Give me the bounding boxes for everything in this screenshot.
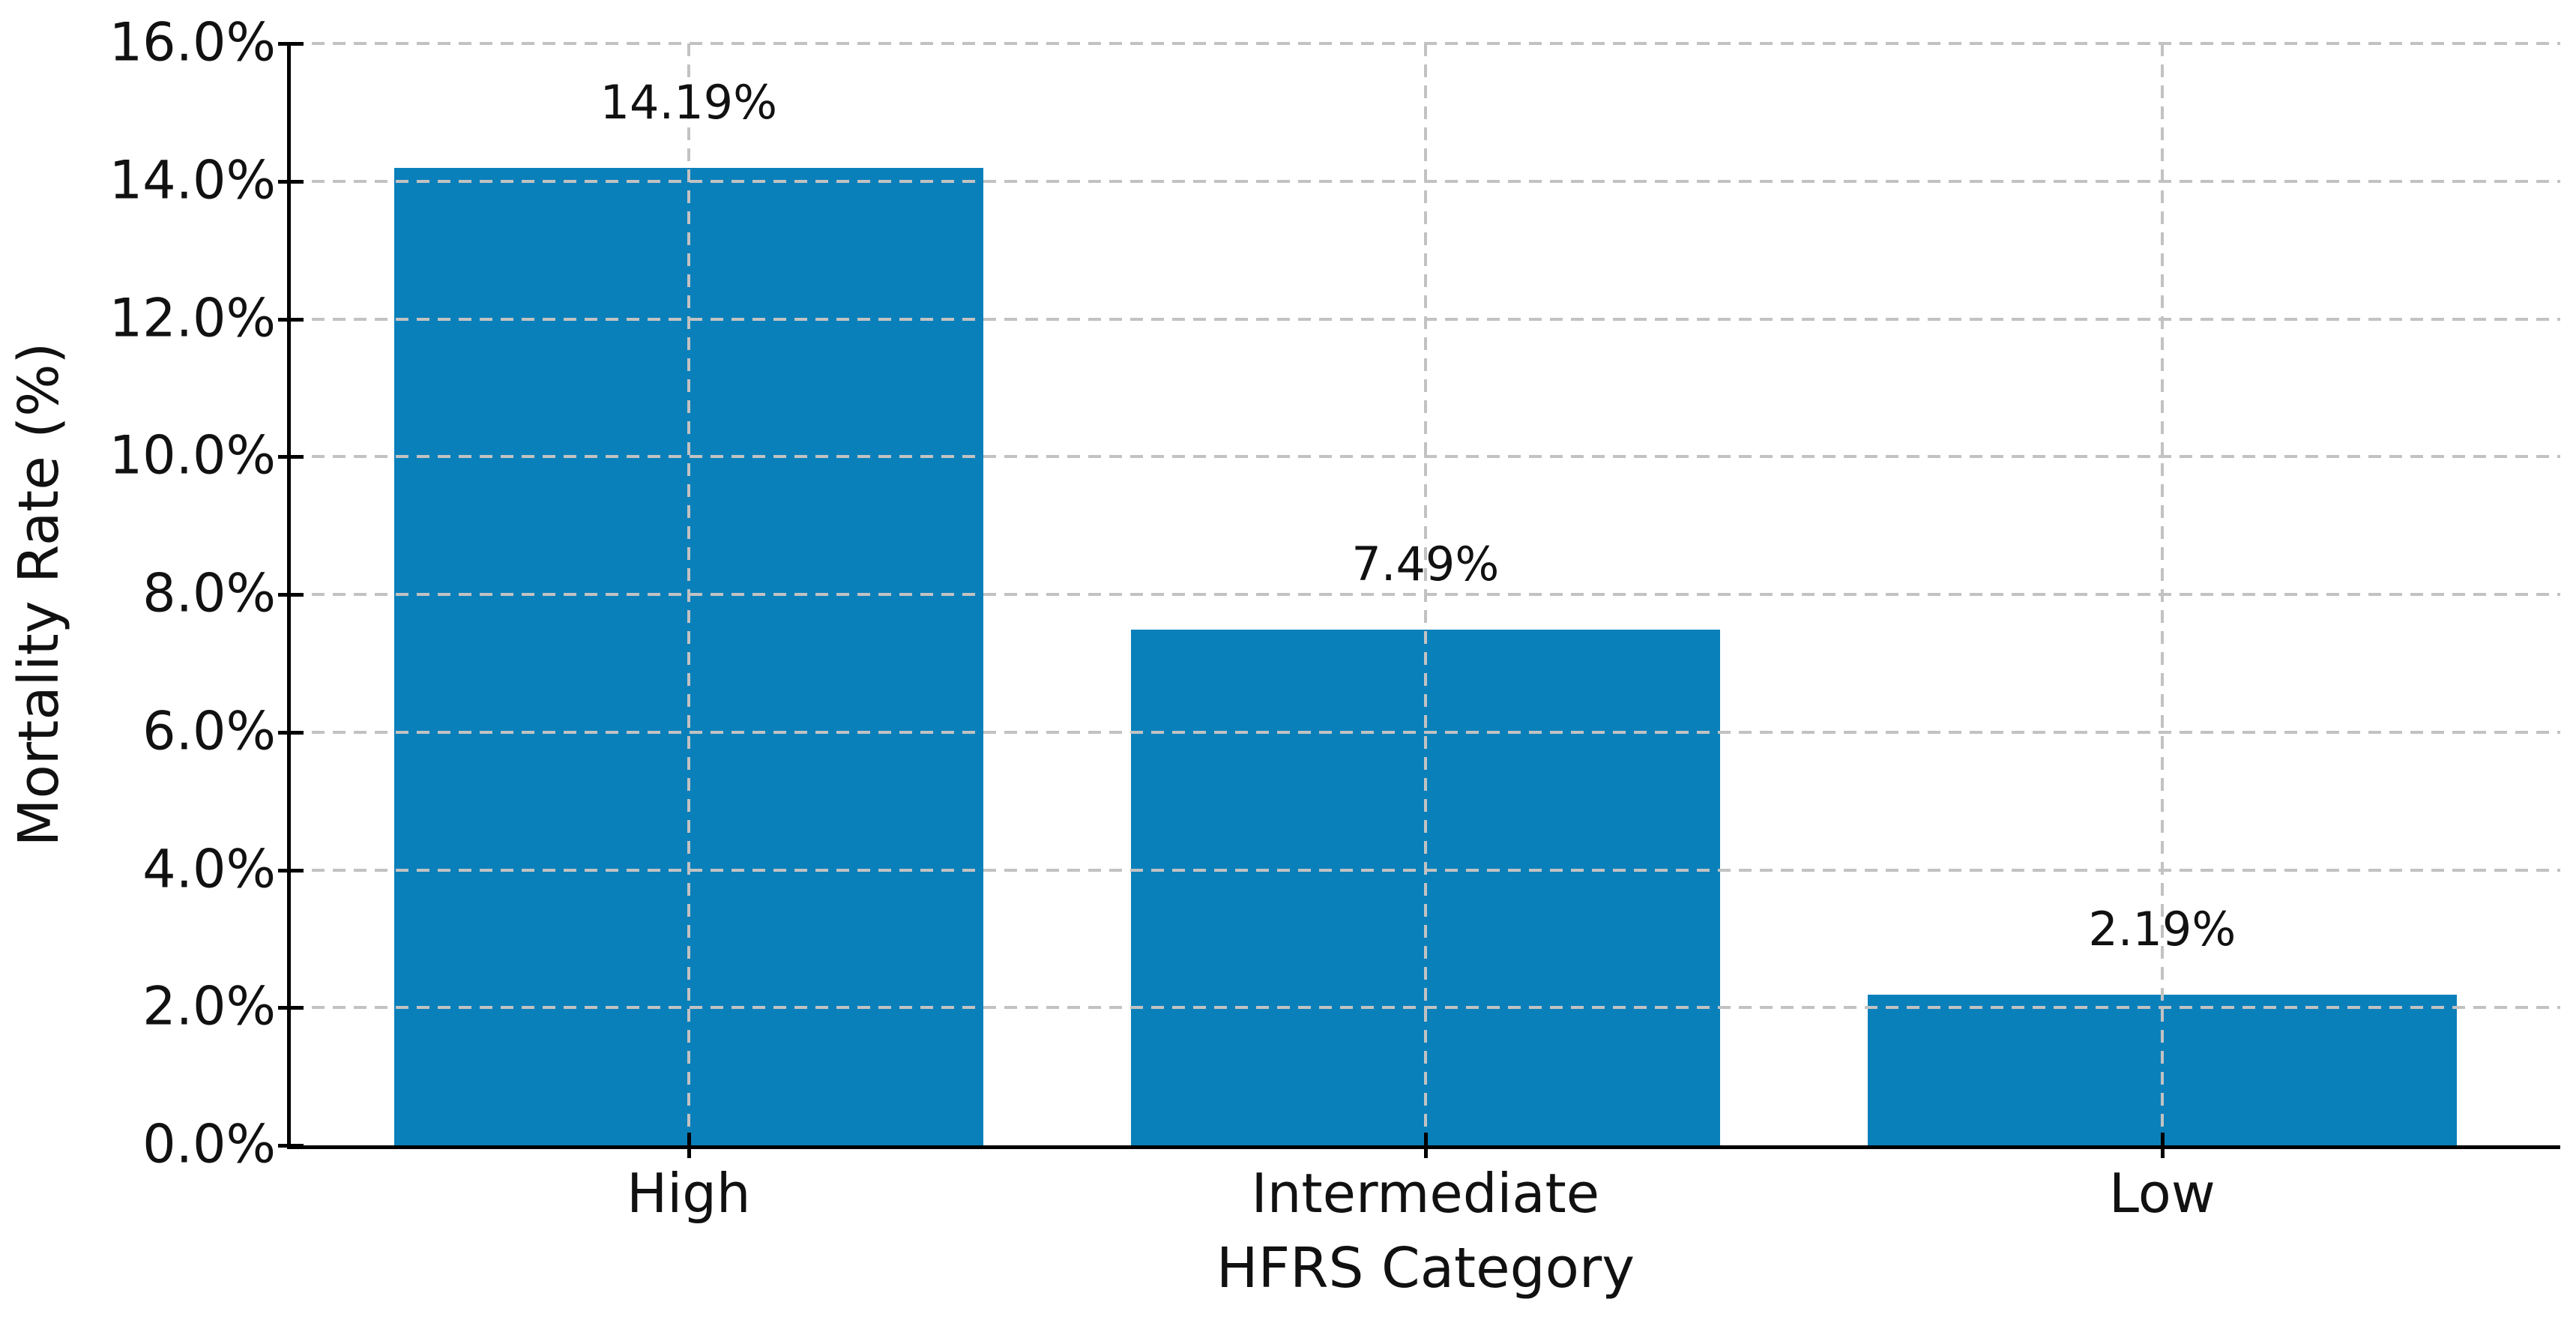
y-tick-mark [278, 455, 304, 459]
x-axis-spine [287, 1145, 2560, 1149]
y-tick-mark [278, 730, 304, 735]
y-tick-mark [278, 317, 304, 322]
x-tick-label-high: High [627, 1162, 751, 1225]
bar-value-label: 2.19% [2088, 901, 2236, 956]
y-tick-mark [278, 868, 304, 873]
y-tick-label: 2.0% [142, 975, 276, 1037]
x-gridline [687, 43, 690, 1145]
x-tick-label-low: Low [2108, 1162, 2215, 1225]
bar-value-label: 14.19% [600, 75, 778, 130]
x-gridline [2160, 43, 2164, 1145]
y-tick-label: 0.0% [142, 1113, 276, 1175]
y-tick-label: 12.0% [109, 287, 276, 349]
bar-value-label: 7.49% [1351, 536, 1500, 591]
y-tick-label: 10.0% [109, 424, 276, 486]
x-tick-label-intermediate: Intermediate [1251, 1162, 1600, 1225]
y-tick-label: 8.0% [142, 562, 276, 624]
y-tick-mark [278, 179, 304, 184]
y-tick-label: 4.0% [142, 838, 276, 900]
y-tick-mark [278, 42, 304, 46]
x-axis-title: HFRS Category [1216, 1236, 1635, 1301]
y-tick-mark [278, 1006, 304, 1010]
y-tick-label: 16.0% [109, 11, 276, 73]
y-tick-label: 6.0% [142, 700, 276, 762]
y-axis-spine [287, 42, 291, 1149]
y-tick-mark [278, 593, 304, 597]
x-gridline [1423, 43, 1427, 1145]
y-tick-label: 14.0% [109, 149, 276, 211]
